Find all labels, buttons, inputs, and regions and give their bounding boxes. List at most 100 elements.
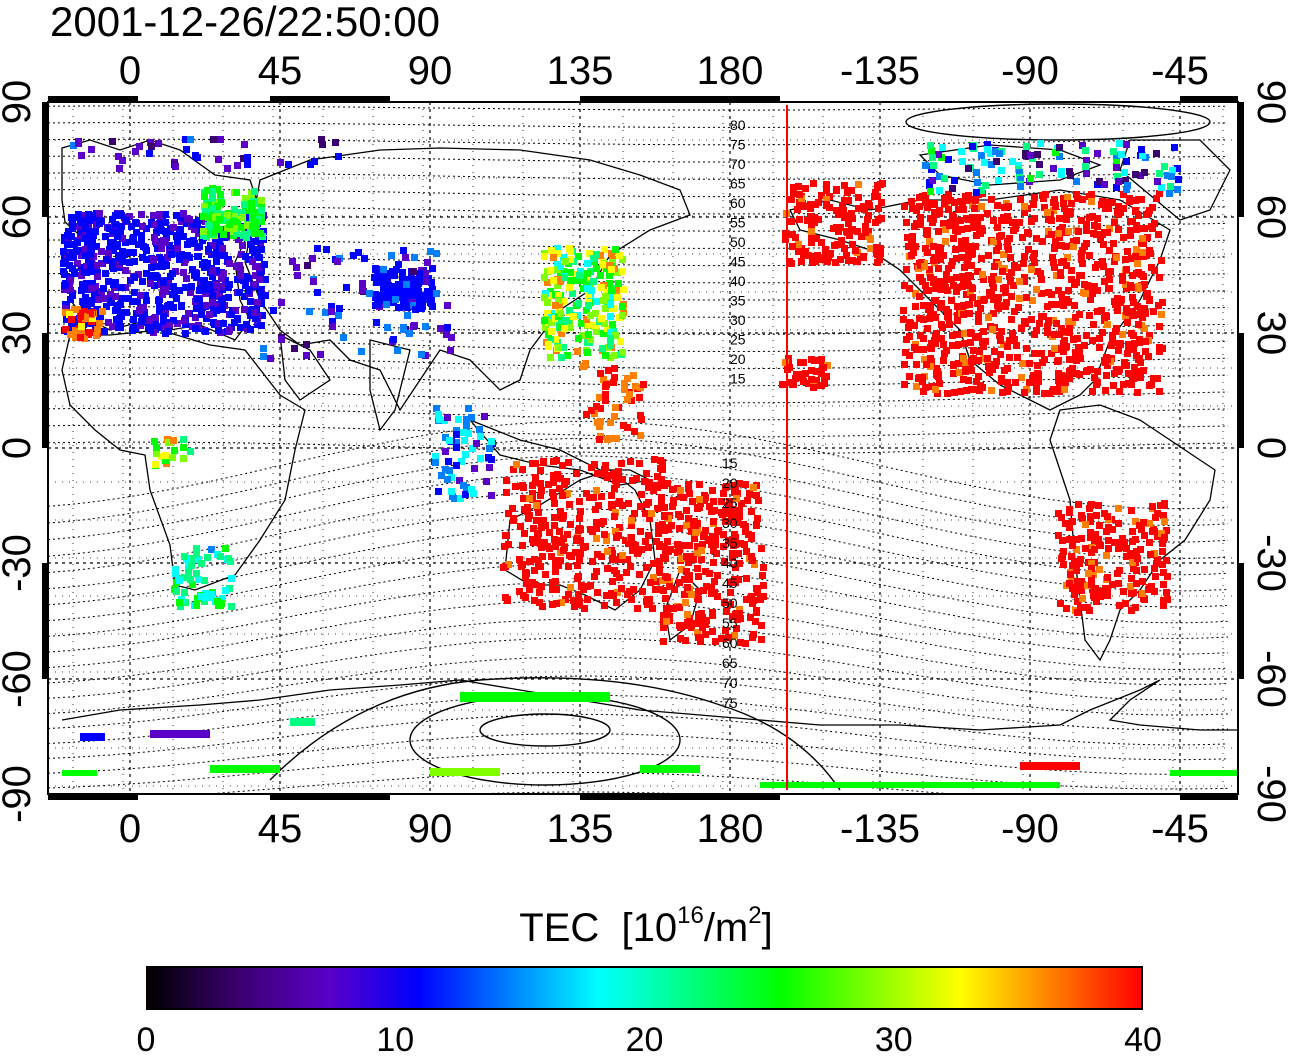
tec-patch-south-america [1130, 589, 1137, 596]
tec-patch-south-america [1160, 581, 1167, 588]
tec-patch-pacific-south [753, 609, 760, 616]
tec-patch-north-america [953, 274, 960, 281]
tec-patch-africa [193, 551, 200, 558]
tec-patch-pacific-south [708, 541, 715, 548]
magnetic-latitude-contour [48, 155, 1229, 163]
tec-patch-north-america [1056, 384, 1063, 391]
tec-patch-australia [503, 477, 510, 484]
tec-patch-north-america [1078, 217, 1085, 224]
tec-patch-australia [638, 546, 645, 553]
tec-patch-north-america [921, 356, 928, 363]
tec-patch-south-america [1105, 545, 1112, 552]
tec-patch-africa [214, 598, 221, 605]
tec-patch-north-america [963, 215, 970, 222]
tec-patch-europe [87, 245, 94, 252]
tec-patch-pacific-south [731, 632, 738, 639]
tec-patch-asia [597, 405, 604, 412]
tec-patch-europe [243, 321, 250, 328]
tec-patch-europe [154, 245, 161, 252]
tec-patch-asia [424, 293, 431, 300]
tec-patch-arctic [1168, 173, 1175, 180]
tec-patch-europe [161, 325, 168, 332]
tec-patch-north-america [902, 349, 909, 356]
tec-patch-australia [575, 527, 582, 534]
tec-patch-asia [429, 265, 436, 272]
tec-patch-north-america [988, 196, 995, 203]
tec-patch-south-america [1058, 555, 1065, 562]
tec-patch-north-america [1155, 302, 1162, 309]
tec-patch-north-america [796, 191, 803, 198]
tec-patch-asia [422, 323, 429, 330]
tec-patch-europe [128, 223, 135, 230]
tec-patch-japan [548, 314, 555, 321]
tec-patch-north-america [796, 199, 803, 206]
contour-label: 75 [722, 695, 738, 711]
tec-patch-japan [615, 280, 622, 287]
tec-patch-australia [565, 563, 572, 570]
tec-patch-asia [593, 403, 600, 410]
tec-patch-pacific-south [709, 487, 716, 494]
tec-patch-japan [593, 328, 600, 335]
tec-patch-europe [72, 334, 79, 341]
tec-patch-europe [199, 304, 206, 311]
tec-patch-pacific-south [726, 510, 733, 517]
tec-patch-north-america [931, 297, 938, 304]
tec-patch-asia [583, 411, 590, 418]
tec-patch-europe [82, 246, 89, 253]
tec-patch-north-america [1048, 291, 1055, 298]
tec-patch-arctic [988, 161, 995, 168]
tec-patch-north-america [848, 187, 855, 194]
tec-patch-europe [247, 326, 254, 333]
tec-patch-australia [574, 562, 581, 569]
tec-patch-africa [222, 587, 229, 594]
tec-patch-north-america [1142, 338, 1149, 345]
tec-patch-south-america [1088, 581, 1095, 588]
tec-patch-pacific-south [695, 573, 702, 580]
tec-patch-asia [460, 482, 467, 489]
tec-patch-north-america [1056, 388, 1063, 395]
tec-patch-australia [550, 479, 557, 486]
tec-patch-north-america [979, 271, 986, 278]
tec-patch-europe [241, 231, 248, 238]
tec-patch-north-america [973, 232, 980, 239]
tec-patch-europe [94, 269, 101, 276]
tec-patch-pacific-south [741, 541, 748, 548]
tec-patch-africa [172, 566, 179, 573]
tec-patch-japan [547, 354, 554, 361]
tec-patch-north-america [1094, 368, 1101, 375]
tec-patch-north-america [1070, 336, 1077, 343]
tec-patch-australia [615, 532, 622, 539]
longitude-label-bottom: -90 [1001, 807, 1059, 851]
tec-patch-asia [374, 275, 381, 282]
tec-patch-north-america [1034, 268, 1041, 275]
longitude-label-top: -90 [1001, 49, 1059, 93]
tec-patch-north-america [838, 237, 845, 244]
tec-patch-europe [119, 249, 126, 256]
tec-patch-pacific-south [758, 622, 765, 629]
tec-patch-north-america [1117, 209, 1124, 216]
tec-patch-north-america [1060, 195, 1067, 202]
tec-patch-africa [173, 588, 180, 595]
coast-nz [664, 568, 701, 642]
tec-patch-europe [140, 243, 147, 250]
tec-patch-north-america [1040, 195, 1047, 202]
tec-patch-europe [248, 194, 255, 201]
tec-patch-pacific-south [728, 516, 735, 523]
tec-patch-north-america [1139, 314, 1146, 321]
tec-patch-arctic [1167, 183, 1174, 190]
tec-patch-europe [119, 258, 126, 265]
tec-patch-asia [418, 351, 425, 358]
tec-patch-pacific-south [690, 522, 697, 529]
tec-patch-pacific-south [666, 583, 673, 590]
tec-patch-australia [638, 491, 645, 498]
tec-patch-japan [547, 336, 554, 343]
tec-patch-australia [520, 495, 527, 502]
tec-patch-europe [258, 246, 265, 253]
tec-patch-europe [82, 225, 89, 232]
tec-patch-europe [162, 219, 169, 226]
tec-patch-north-america [933, 371, 940, 378]
contour-label: 20 [722, 475, 738, 491]
tec-patch-australia [532, 460, 539, 467]
tec-patch-south-america [1060, 561, 1067, 568]
tec-patch-north-america [1137, 368, 1144, 375]
